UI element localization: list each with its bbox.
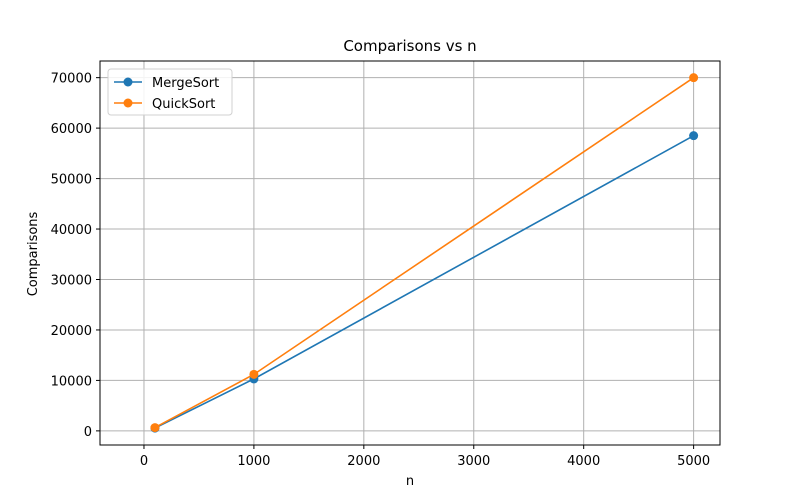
axes-frame <box>99 60 721 446</box>
x-axis-label: n <box>406 474 414 489</box>
x-tick-label: 1000 <box>237 454 270 469</box>
y-tick-label: 10000 <box>51 374 92 389</box>
x-tick-label: 5000 <box>677 454 710 469</box>
y-tick-label: 50000 <box>51 173 92 188</box>
series-quicksort <box>150 73 699 433</box>
y-tick-label: 40000 <box>51 223 92 238</box>
y-tick-label: 20000 <box>51 324 92 339</box>
legend-swatch-marker <box>123 77 133 87</box>
x-tick-label: 3000 <box>457 454 490 469</box>
legend-swatch-marker <box>123 98 133 108</box>
quicksort-point <box>689 73 699 83</box>
series-layer <box>150 73 699 433</box>
plot-area: 0 1000 2000 3000 4000 5000 0 10000 20000 30000 40… <box>51 60 721 469</box>
x-tick-label: 4000 <box>567 454 600 469</box>
legend-item-mergesort: MergeSort <box>114 76 219 91</box>
y-axis-label: Comparisons <box>26 211 41 296</box>
legend-label: QuickSort <box>152 97 215 112</box>
y-axis-ticks: 0 10000 20000 30000 40000 50000 60000 70000 <box>51 72 100 440</box>
legend-label: MergeSort <box>152 76 219 91</box>
grid-lines <box>100 61 720 445</box>
legend: MergeSort QuickSort <box>107 68 233 116</box>
quicksort-point <box>150 423 160 433</box>
legend-item-quicksort: QuickSort <box>114 97 215 112</box>
y-tick-label: 60000 <box>51 122 92 137</box>
y-tick-label: 0 <box>84 425 92 440</box>
x-tick-label: 0 <box>140 454 148 469</box>
y-tick-label: 70000 <box>51 72 92 87</box>
mergesort-point <box>689 131 699 141</box>
y-tick-label: 30000 <box>51 273 92 288</box>
x-tick-label: 2000 <box>347 454 380 469</box>
x-axis-ticks: 0 1000 2000 3000 4000 5000 <box>140 445 710 469</box>
chart-title: Comparisons vs n <box>343 37 476 55</box>
quicksort-point <box>249 369 259 379</box>
